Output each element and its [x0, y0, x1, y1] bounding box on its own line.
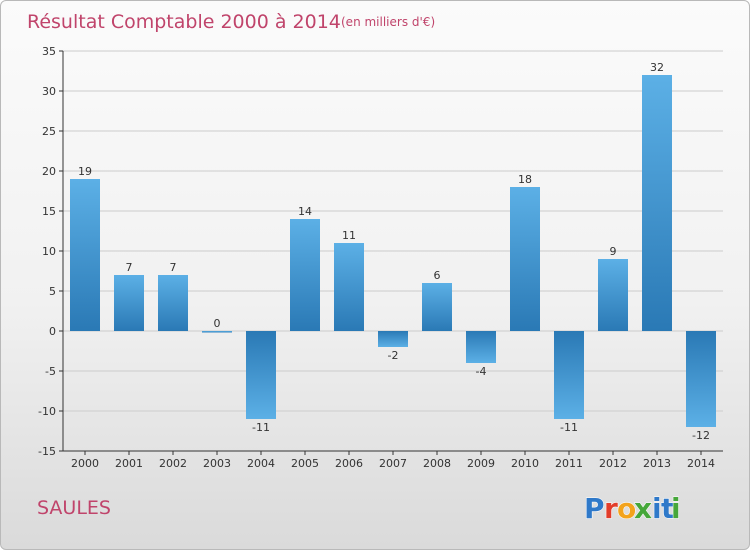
- x-tick-label: 2002: [159, 457, 187, 470]
- grid-lines: [63, 50, 723, 452]
- x-tick-label: 2003: [203, 457, 231, 470]
- data-label: -11: [560, 421, 578, 434]
- chart-subtitle: (en milliers d'€): [341, 15, 435, 29]
- y-tick-label: 25: [42, 125, 56, 138]
- bar-2007: [378, 331, 408, 347]
- logo-letter: o: [617, 492, 636, 525]
- data-label: -4: [476, 365, 487, 378]
- logo-letter: t: [661, 492, 674, 525]
- y-axis-ticks: 35 30 25 20 15 10 5 0 -5 -10 -15: [38, 45, 63, 458]
- data-label: 7: [170, 261, 177, 274]
- bar-2001: [114, 275, 144, 331]
- bar-2010: [510, 187, 540, 331]
- bar-2011: [554, 331, 584, 419]
- bar-2003: [202, 331, 232, 333]
- bar-2005: [290, 219, 320, 331]
- y-tick-label: 35: [42, 45, 56, 58]
- data-label: 14: [298, 205, 312, 218]
- y-tick-label: -5: [45, 365, 56, 378]
- y-tick-label: 5: [49, 285, 56, 298]
- y-tick-label: -10: [38, 405, 56, 418]
- bar-2002: [158, 275, 188, 331]
- bar-2004: [246, 331, 276, 419]
- y-tick-label: -15: [38, 445, 56, 458]
- y-tick-label: 15: [42, 205, 56, 218]
- chart-title: Résultat Comptable 2000 à 2014: [27, 11, 341, 33]
- data-label: -2: [388, 349, 399, 362]
- x-axis-ticks: 2000 2001 2002 2003 2004 2005 2006 2007 2008 2009…: [71, 451, 715, 470]
- data-labels: 19 7 7 0 -11 14 11 -2 6 -4 18 -11 9 32 -12: [78, 61, 710, 442]
- logo-letter: r: [604, 492, 618, 525]
- y-tick-label: 10: [42, 245, 56, 258]
- x-tick-label: 2012: [599, 457, 627, 470]
- logo-letter: P: [584, 492, 605, 525]
- x-tick-label: 2008: [423, 457, 451, 470]
- x-tick-label: 2006: [335, 457, 363, 470]
- x-tick-label: 2013: [643, 457, 671, 470]
- x-tick-label: 2014: [687, 457, 715, 470]
- y-tick-label: 0: [49, 325, 56, 338]
- y-tick-label: 20: [42, 165, 56, 178]
- x-tick-label: 2005: [291, 457, 319, 470]
- logo-letter: i: [652, 492, 662, 525]
- y-tick-label: 30: [42, 85, 56, 98]
- x-tick-label: 2011: [555, 457, 583, 470]
- data-label: 7: [126, 261, 133, 274]
- x-tick-label: 2010: [511, 457, 539, 470]
- bar-2000: [70, 179, 100, 331]
- data-label: -11: [252, 421, 270, 434]
- bar-2012: [598, 259, 628, 331]
- x-tick-label: 2000: [71, 457, 99, 470]
- data-label: -12: [692, 429, 710, 442]
- bar-2013: [642, 75, 672, 331]
- bars: [70, 75, 716, 427]
- data-label: 19: [78, 165, 92, 178]
- x-tick-label: 2007: [379, 457, 407, 470]
- data-label: 11: [342, 229, 356, 242]
- x-tick-label: 2001: [115, 457, 143, 470]
- data-label: 18: [518, 173, 532, 186]
- x-tick-label: 2009: [467, 457, 495, 470]
- data-label: 6: [434, 269, 441, 282]
- logo-letter: x: [634, 492, 652, 525]
- bar-2006: [334, 243, 364, 331]
- logo-letter: i: [671, 492, 681, 525]
- bar-2014: [686, 331, 716, 427]
- bar-2009: [466, 331, 496, 363]
- data-label: 9: [610, 245, 617, 258]
- data-label: 32: [650, 61, 664, 74]
- bar-2008: [422, 283, 452, 331]
- commune-name: SAULES: [37, 497, 111, 519]
- data-label: 0: [214, 317, 221, 330]
- x-tick-label: 2004: [247, 457, 275, 470]
